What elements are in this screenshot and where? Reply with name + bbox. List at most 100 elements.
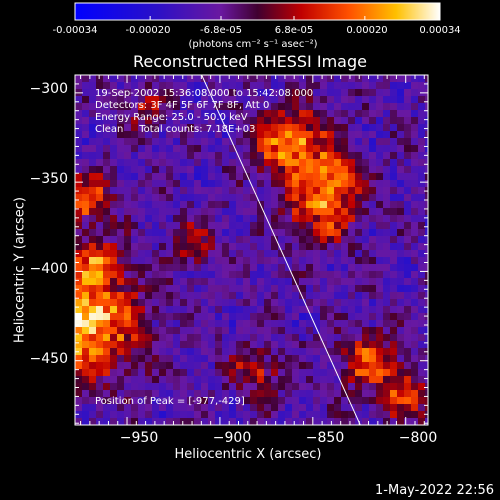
heatmap-cell [138,96,146,104]
heatmap-cell [82,159,90,167]
heatmap-cell [369,96,377,104]
heatmap-cell [299,264,307,272]
heatmap-cell [299,152,307,160]
heatmap-cell [194,89,202,97]
heatmap-cell [82,110,90,118]
heatmap-cell [299,404,307,412]
heatmap-cell [348,306,356,314]
heatmap-cell [411,397,419,405]
heatmap-cell [236,103,244,111]
heatmap-cell [299,89,307,97]
heatmap-cell [187,404,195,412]
heatmap-cell [117,285,125,293]
heatmap-cell [369,264,377,272]
heatmap-cell [390,341,398,349]
heatmap-cell [187,313,195,321]
heatmap-cell [425,278,428,286]
heatmap-cell [159,355,167,363]
heatmap-cell [292,166,300,174]
heatmap-cell [320,306,328,314]
heatmap-cell [208,250,216,258]
heatmap-cell [327,243,335,251]
heatmap-cell [215,208,223,216]
heatmap-cell [96,166,104,174]
heatmap-cell [187,341,195,349]
heatmap-cell [355,82,363,90]
heatmap-cell [355,250,363,258]
heatmap-cell [355,96,363,104]
heatmap-cell [404,152,412,160]
heatmap-cell [96,131,104,139]
heatmap-cell [362,250,370,258]
heatmap-cell [201,327,209,335]
heatmap-cell [236,117,244,125]
heatmap-cell [397,306,405,314]
heatmap-cell [229,145,237,153]
heatmap-cell [341,222,349,230]
heatmap-cell [250,264,258,272]
heatmap-cell [194,215,202,223]
heatmap-cell [390,110,398,118]
heatmap-cell [187,397,195,405]
heatmap-cell [390,166,398,174]
heatmap-cell [152,152,160,160]
heatmap-cell [362,110,370,118]
heatmap-cell [124,306,132,314]
heatmap-cell [229,159,237,167]
heatmap-cell [152,376,160,384]
heatmap-cell [152,180,160,188]
heatmap-cell [383,348,391,356]
heatmap-cell [75,404,83,412]
heatmap-cell [278,131,286,139]
heatmap-cell [264,362,272,370]
heatmap-cell [376,201,384,209]
heatmap-cell [411,89,419,97]
heatmap-cell [362,131,370,139]
heatmap-cell [75,194,83,202]
heatmap-cell [75,306,83,314]
heatmap-cell [327,334,335,342]
heatmap-cell [334,348,342,356]
heatmap-cell [411,383,419,391]
heatmap-cell [278,117,286,125]
heatmap-cell [334,117,342,125]
heatmap-cell [411,355,419,363]
heatmap-cell [383,229,391,237]
heatmap-cell [257,166,265,174]
heatmap-cell [110,376,118,384]
heatmap-cell [264,159,272,167]
heatmap-cell [201,299,209,307]
heatmap-cell [327,369,335,377]
heatmap-cell [236,390,244,398]
heatmap-cell [397,152,405,160]
heatmap-cell [285,152,293,160]
heatmap-cell [257,383,265,391]
heatmap-cell [89,110,97,118]
heatmap-cell [278,194,286,202]
heatmap-cell [82,271,90,279]
heatmap-cell [299,341,307,349]
heatmap-cell [117,292,125,300]
heatmap-cell [390,369,398,377]
heatmap-cell [257,124,265,132]
heatmap-cell [278,418,286,425]
heatmap-cell [341,383,349,391]
heatmap-cell [194,362,202,370]
heatmap-cell [348,404,356,412]
heatmap-cell [327,397,335,405]
heatmap-cell [110,187,118,195]
heatmap-cell [110,138,118,146]
heatmap-cell [285,110,293,118]
heatmap-cell [110,89,118,97]
heatmap-cell [82,222,90,230]
heatmap-cell [383,313,391,321]
heatmap-cell [208,355,216,363]
heatmap-cell [285,390,293,398]
heatmap-cell [362,194,370,202]
heatmap-cell [376,369,384,377]
heatmap-cell [404,215,412,223]
heatmap-cell [82,236,90,244]
x-tick-label-950: −950 [119,430,159,446]
heatmap-cell [243,152,251,160]
heatmap-cell [362,96,370,104]
